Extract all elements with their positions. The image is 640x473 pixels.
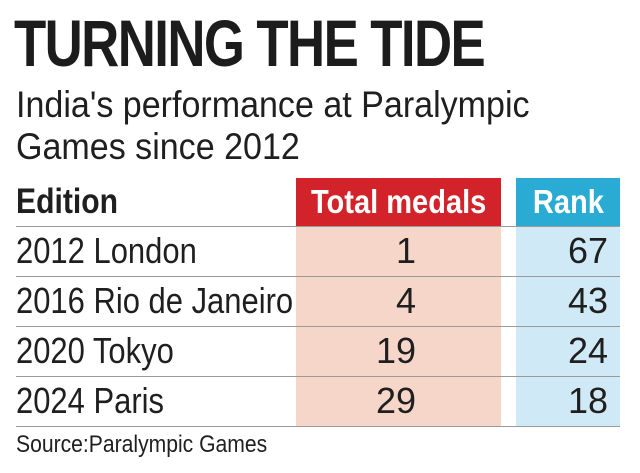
cell-total-medals: 19 [375,330,416,371]
source-note: Source:Paralympic Games [16,431,268,458]
cell-total-medals: 4 [395,280,416,321]
header-rank: Rank [516,178,620,226]
chart-subtitle: India's performance at Paralympic Games … [16,84,568,168]
header-rank-label: Rank [532,183,604,220]
cell-edition: 2024 Paris [16,380,165,421]
row-divider [16,276,620,277]
row-divider [16,376,620,377]
row-divider [16,326,620,327]
table-row: 2012 London 1 67 [16,226,620,276]
cell-rank: 24 [567,330,608,371]
table-row: 2020 Tokyo 19 24 [16,326,620,376]
cell-rank: 18 [567,380,608,421]
row-divider [16,426,620,427]
header-total-medals-label: Total medals [310,183,487,220]
subtitle-line-2: Games since 2012 [16,126,300,167]
cell-total-medals: 1 [395,230,416,271]
cell-rank: 43 [567,280,608,321]
header-total-medals: Total medals [296,178,501,226]
subtitle-line-1: India's performance at Paralympic [16,84,530,125]
cell-edition: 2016 Rio de Janeiro [16,280,294,321]
row-divider [16,226,620,227]
cell-rank: 67 [567,230,608,271]
table-row: 2016 Rio de Janeiro 4 43 [16,276,620,326]
header-edition: Edition [16,182,118,221]
cell-edition: 2020 Tokyo [16,330,174,371]
table-row: 2024 Paris 29 18 [16,376,620,426]
chart-title: TURNING THE TIDE [14,6,486,80]
cell-edition: 2012 London [16,230,197,271]
cell-total-medals: 29 [375,380,416,421]
